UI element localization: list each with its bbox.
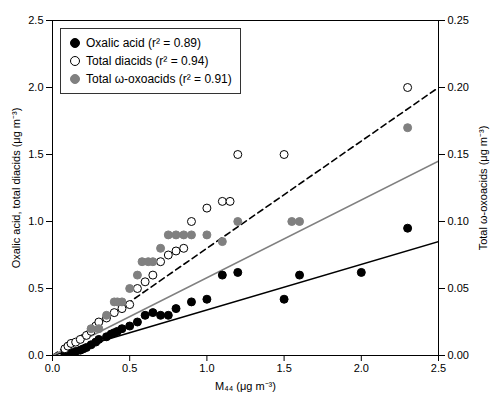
svg-text:1.0: 1.0 bbox=[199, 362, 214, 374]
svg-text:2.0: 2.0 bbox=[28, 81, 43, 93]
svg-text:0.0: 0.0 bbox=[45, 362, 60, 374]
svg-text:1.5: 1.5 bbox=[28, 148, 43, 160]
svg-text:1.0: 1.0 bbox=[28, 215, 43, 227]
svg-text:0.10: 0.10 bbox=[448, 215, 469, 227]
svg-text:0.05: 0.05 bbox=[448, 282, 469, 294]
svg-text:0.15: 0.15 bbox=[448, 148, 469, 160]
svg-text:2.5: 2.5 bbox=[28, 14, 43, 26]
svg-text:M₄₄ (μg m⁻³): M₄₄ (μg m⁻³) bbox=[215, 380, 276, 392]
svg-text:1.5: 1.5 bbox=[276, 362, 291, 374]
html-text:Total diacids (r² = 0.94): Total diacids (r² = 0.94) bbox=[86, 54, 209, 68]
svg-text:0.5: 0.5 bbox=[28, 282, 43, 294]
svg-text:2.5: 2.5 bbox=[431, 362, 446, 374]
svg-text:0.0: 0.0 bbox=[28, 349, 43, 361]
svg-text:Oxalic acid, total diacids (μg: Oxalic acid, total diacids (μg m⁻³) bbox=[10, 108, 22, 269]
svg-text:0.20: 0.20 bbox=[448, 81, 469, 93]
html-text:Oxalic acid (r² = 0.89): Oxalic acid (r² = 0.89) bbox=[86, 36, 201, 50]
html-text:Total ω-oxoacids (r² = 0.91): Total ω-oxoacids (r² = 0.91) bbox=[86, 72, 232, 86]
svg-text:0.25: 0.25 bbox=[448, 14, 469, 26]
svg-text:2.0: 2.0 bbox=[354, 362, 369, 374]
svg-text:Total ω-oxoacids (μg m⁻³): Total ω-oxoacids (μg m⁻³) bbox=[477, 126, 489, 251]
svg-text:0.5: 0.5 bbox=[122, 362, 137, 374]
svg-text:0.00: 0.00 bbox=[448, 349, 469, 361]
